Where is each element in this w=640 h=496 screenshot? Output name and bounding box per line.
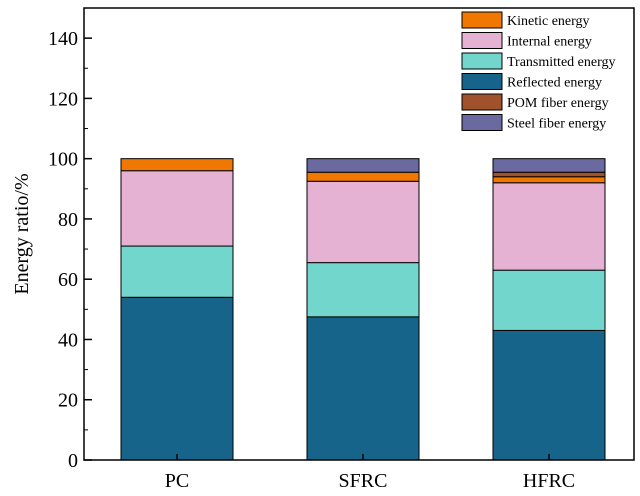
x-tick-label-hfrc: HFRC xyxy=(523,470,575,492)
y-tick-label-100: 100 xyxy=(48,149,78,171)
bar-segment-hfrc-reflected-energy xyxy=(492,329,606,461)
legend-label-internal-energy: Internal energy xyxy=(507,35,592,50)
legend-swatch-kinetic-energy xyxy=(461,11,503,29)
bar-segment-pc-internal-energy xyxy=(120,170,234,247)
x-tick-label-sfrc: SFRC xyxy=(339,470,388,492)
bar-segment-hfrc-internal-energy xyxy=(492,182,606,271)
y-axis-title: Energy ratio/% xyxy=(11,173,33,294)
bar-segment-sfrc-transmitted-energy xyxy=(306,262,420,318)
x-axis: PC SFRC HFRC xyxy=(165,454,575,492)
legend-label-pom-fiber-energy: POM fiber energy xyxy=(507,96,609,111)
bar-segment-hfrc-kinetic-energy xyxy=(492,176,606,184)
bar-segment-pc-transmitted-energy xyxy=(120,245,234,298)
x-tick-label-pc: PC xyxy=(165,470,189,492)
legend-swatch-steel-fiber-energy xyxy=(461,114,503,131)
legend: Kinetic energy Internal energy Transmitted… xyxy=(461,11,616,132)
bar-segment-sfrc-reflected-energy xyxy=(306,316,420,461)
legend-label-reflected-energy: Reflected energy xyxy=(507,76,602,91)
y-tick-label-80: 80 xyxy=(58,209,78,231)
y-tick-label-60: 60 xyxy=(58,269,78,291)
legend-swatch-transmitted-energy xyxy=(461,52,503,70)
bar-segment-hfrc-steel-fiber-energy xyxy=(492,158,606,173)
bar-segment-sfrc-steel-fiber-energy xyxy=(306,158,420,173)
bars-layer xyxy=(120,158,606,461)
legend-label-kinetic-energy: Kinetic energy xyxy=(507,14,590,29)
y-tick-label-0: 0 xyxy=(68,450,78,472)
legend-swatch-pom-fiber-energy xyxy=(461,93,503,111)
bar-segment-hfrc-pom-fiber-energy xyxy=(492,171,606,178)
bar-segment-sfrc-kinetic-energy xyxy=(306,171,420,182)
bar-segment-sfrc-internal-energy xyxy=(306,180,420,264)
legend-swatch-internal-energy xyxy=(461,32,503,49)
y-axis: 0 20 40 60 80 100 120 140 xyxy=(48,28,92,472)
legend-label-transmitted-energy: Transmitted energy xyxy=(507,55,616,70)
y-tick-label-20: 20 xyxy=(58,390,78,412)
legend-label-steel-fiber-energy: Steel fiber energy xyxy=(507,117,606,132)
y-tick-label-140: 140 xyxy=(48,28,78,50)
y-tick-label-120: 120 xyxy=(48,88,78,110)
bar-segment-hfrc-transmitted-energy xyxy=(492,269,606,331)
y-tick-label-40: 40 xyxy=(58,329,78,351)
bar-segment-pc-kinetic-energy xyxy=(120,158,234,172)
bar-segment-pc-reflected-energy xyxy=(120,296,234,461)
plot-frame xyxy=(83,7,635,461)
legend-swatch-reflected-energy xyxy=(461,73,503,90)
